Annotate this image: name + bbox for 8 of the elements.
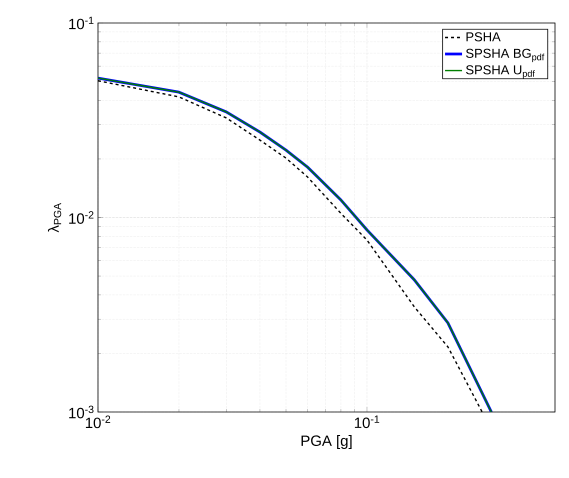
y-tick-label: 10$^{-1}$	[69, 16, 94, 30]
legend-label: SPSHA BG$_{pdf}$	[466, 48, 544, 62]
x-axis-title: PGA [g]	[302, 435, 352, 449]
y-axis-title: λ$_{PGA}$	[48, 202, 62, 232]
legend-label: PSHA	[466, 32, 501, 42]
y-tick-label: 10$^{-3}$	[69, 406, 94, 418]
legend-label: SPSHA U$_{pdf}$	[466, 65, 535, 79]
y-tick-label: 10$^{-2}$	[69, 211, 94, 224]
